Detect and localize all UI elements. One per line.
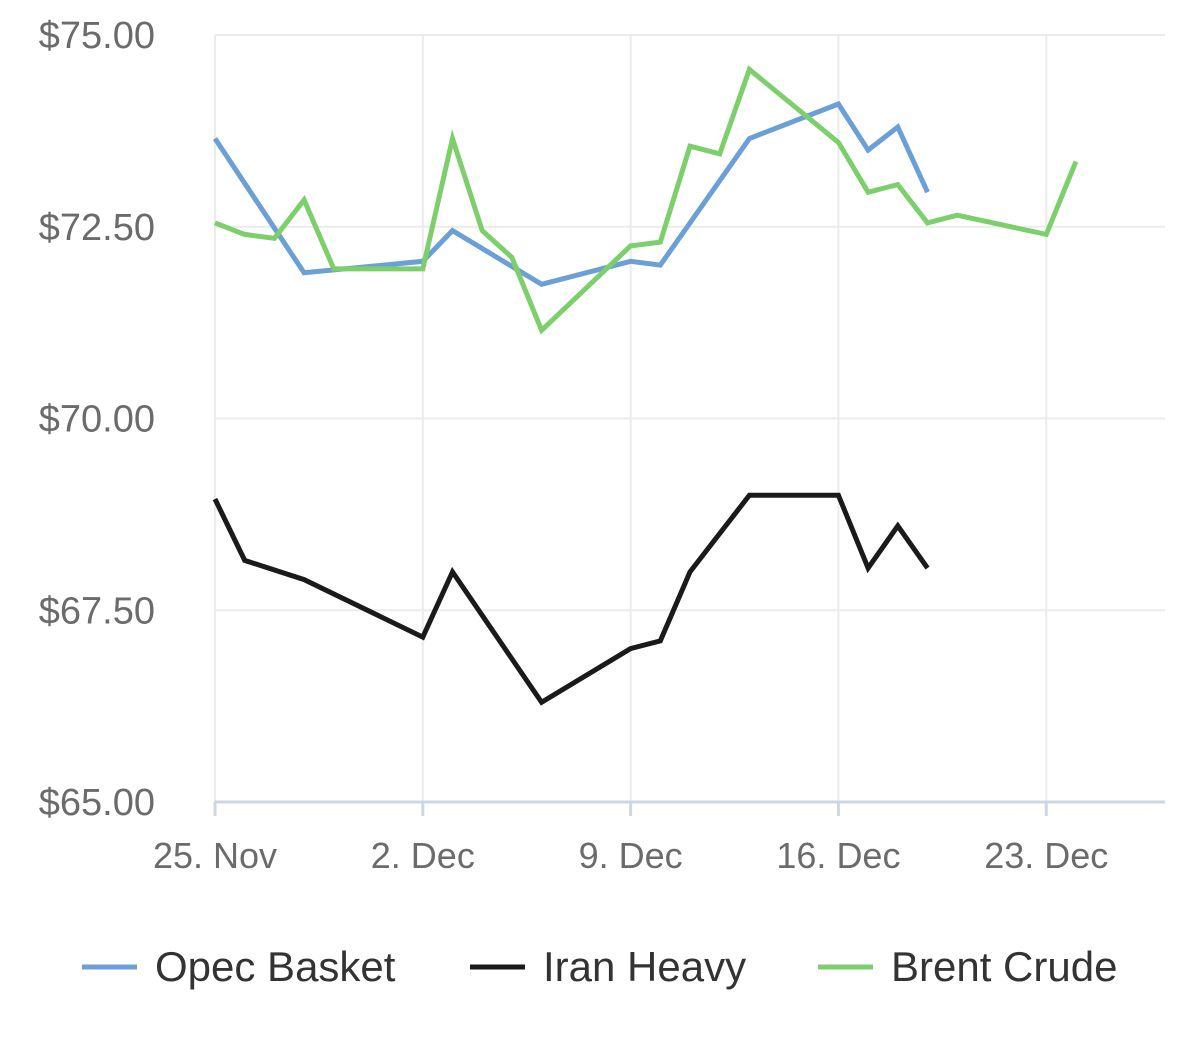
legend-label: Opec Basket [155, 943, 396, 990]
x-tick-label: 23. Dec [984, 835, 1108, 876]
series-line-opec-basket [212, 100, 930, 287]
x-tick-label: 16. Dec [776, 835, 900, 876]
legend-item-iran-heavy[interactable]: Iran Heavy [470, 943, 746, 990]
x-axis-ticks: 25. Nov 2. Dec 9. Dec 16. Dec 23. Dec [153, 802, 1108, 876]
legend-item-brent-crude[interactable]: Brent Crude [818, 943, 1117, 990]
legend-label: Iran Heavy [543, 943, 746, 990]
x-tick-label: 25. Nov [153, 835, 277, 876]
y-tick-label: $72.50 [39, 207, 155, 249]
series-lines [212, 65, 1079, 706]
series-line-iran-heavy [212, 492, 930, 706]
y-tick-label: $67.50 [39, 590, 155, 632]
x-tick-label: 9. Dec [579, 835, 683, 876]
y-axis-ticks: $65.00 $67.50 $70.00 $72.50 $75.00 [39, 15, 155, 824]
legend-label: Brent Crude [891, 943, 1117, 990]
y-tick-label: $70.00 [39, 399, 155, 441]
legend: Opec Basket Iran Heavy Brent Crude [82, 943, 1117, 990]
legend-item-opec-basket[interactable]: Opec Basket [82, 943, 396, 990]
series-line-brent-crude [214, 65, 1079, 335]
x-tick-label: 2. Dec [371, 835, 475, 876]
y-tick-label: $75.00 [39, 15, 155, 57]
y-tick-label: $65.00 [39, 782, 155, 824]
